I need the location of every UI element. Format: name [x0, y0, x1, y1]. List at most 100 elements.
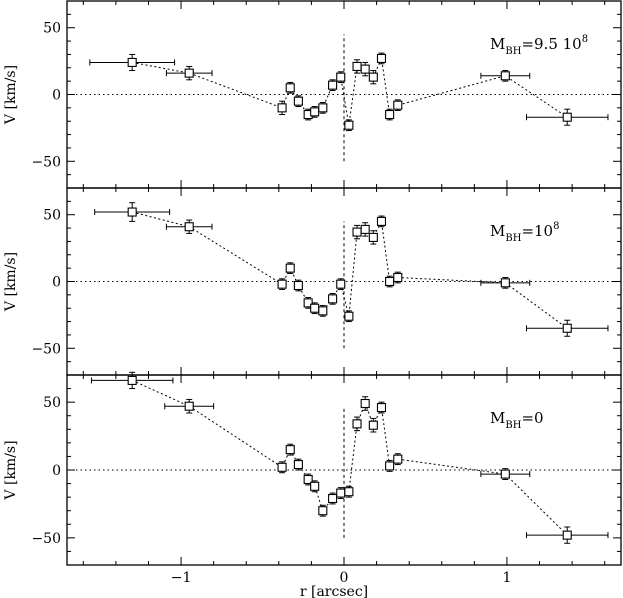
point-marker	[184, 222, 194, 232]
point-marker	[318, 103, 328, 113]
point-marker	[293, 280, 303, 291]
data-point	[165, 219, 213, 234]
data-point	[376, 215, 387, 228]
point-marker	[562, 530, 572, 540]
data-point	[165, 65, 213, 81]
data-point	[393, 99, 403, 112]
data-point	[310, 480, 320, 493]
data-point	[376, 52, 387, 65]
panel-2: −50 0 50 V [km/s] MBH=108	[3, 187, 622, 376]
data-point	[277, 278, 287, 291]
panel-1: −50 0 50 V [km/s] MBH=9.5 108	[3, 0, 622, 189]
point-marker	[184, 68, 194, 78]
point-marker	[318, 306, 328, 316]
point-marker	[500, 469, 510, 479]
data-point	[344, 485, 354, 498]
y-tick-label: −50	[31, 531, 61, 547]
data-point	[328, 79, 338, 91]
data-point	[293, 458, 303, 471]
point-marker	[344, 311, 354, 321]
point-marker	[310, 107, 320, 117]
data-point	[360, 396, 370, 411]
mass-annotation: MBH=108	[490, 221, 559, 244]
series-line	[132, 56, 568, 126]
x-tick-label: −1	[171, 570, 192, 586]
point-marker	[285, 445, 295, 455]
data-point	[352, 416, 362, 432]
y-axis-label: V [km/s]	[3, 65, 19, 125]
data-point	[277, 100, 287, 116]
point-marker	[376, 53, 387, 63]
point-marker	[393, 272, 403, 283]
point-marker	[318, 506, 328, 516]
data-point	[360, 222, 370, 237]
data-point	[303, 108, 313, 121]
point-marker	[328, 80, 338, 90]
y-tick-label: −50	[31, 154, 61, 170]
point-marker	[352, 61, 362, 72]
mass-annotation: MBH=0	[490, 409, 544, 431]
y-tick-label: 0	[52, 88, 61, 104]
point-marker	[393, 454, 403, 464]
point-marker	[310, 303, 320, 313]
data-point	[94, 202, 171, 222]
data-point	[525, 108, 609, 126]
data-point	[285, 262, 295, 274]
data-point	[318, 504, 328, 517]
point-marker	[277, 279, 287, 289]
point-marker	[277, 103, 287, 113]
point-marker	[127, 375, 137, 385]
y-tick-label: 0	[52, 463, 61, 479]
data-point	[90, 371, 174, 390]
point-marker	[360, 224, 370, 234]
point-marker	[393, 100, 403, 110]
data-point	[336, 487, 346, 499]
data-point	[368, 69, 378, 85]
data-point	[352, 59, 362, 74]
data-point	[376, 401, 387, 414]
panel-3: −50 0 50 −1 0 1 V [km/s] r [arcsec] MBH=0	[3, 371, 622, 598]
point-marker	[385, 461, 395, 471]
data-point	[480, 276, 531, 289]
data-point	[385, 460, 395, 472]
point-marker	[344, 487, 354, 497]
data-point	[328, 293, 338, 305]
data-point	[293, 95, 303, 108]
x-tick-label: 0	[340, 570, 349, 586]
point-marker	[336, 279, 346, 289]
data-point	[285, 443, 295, 456]
point-marker	[352, 227, 362, 237]
data-point	[89, 53, 176, 71]
data-point	[352, 224, 362, 240]
point-marker	[328, 294, 338, 304]
y-tick-label: 0	[52, 275, 61, 291]
point-marker	[368, 232, 378, 242]
data-point	[328, 492, 338, 505]
point-marker	[500, 71, 510, 81]
point-marker	[360, 398, 370, 409]
data-point	[318, 305, 328, 317]
point-marker	[352, 419, 362, 429]
y-axis-label: V [km/s]	[3, 252, 19, 312]
point-marker	[562, 323, 572, 333]
point-marker	[277, 462, 287, 472]
point-marker	[360, 64, 370, 74]
point-marker	[385, 276, 395, 287]
data-point	[368, 417, 378, 433]
data-point	[385, 275, 395, 288]
data-point	[525, 319, 609, 337]
y-tick-label: 50	[43, 208, 61, 224]
data-point	[385, 108, 395, 121]
data-point	[293, 279, 303, 292]
point-marker	[184, 401, 194, 411]
point-marker	[562, 112, 572, 122]
data-point	[336, 278, 346, 291]
point-marker	[293, 460, 303, 470]
data-point	[368, 230, 378, 245]
data-point	[480, 69, 531, 82]
data-point	[310, 106, 320, 118]
data-point	[344, 119, 354, 132]
point-marker	[285, 263, 295, 273]
point-marker	[303, 474, 313, 485]
